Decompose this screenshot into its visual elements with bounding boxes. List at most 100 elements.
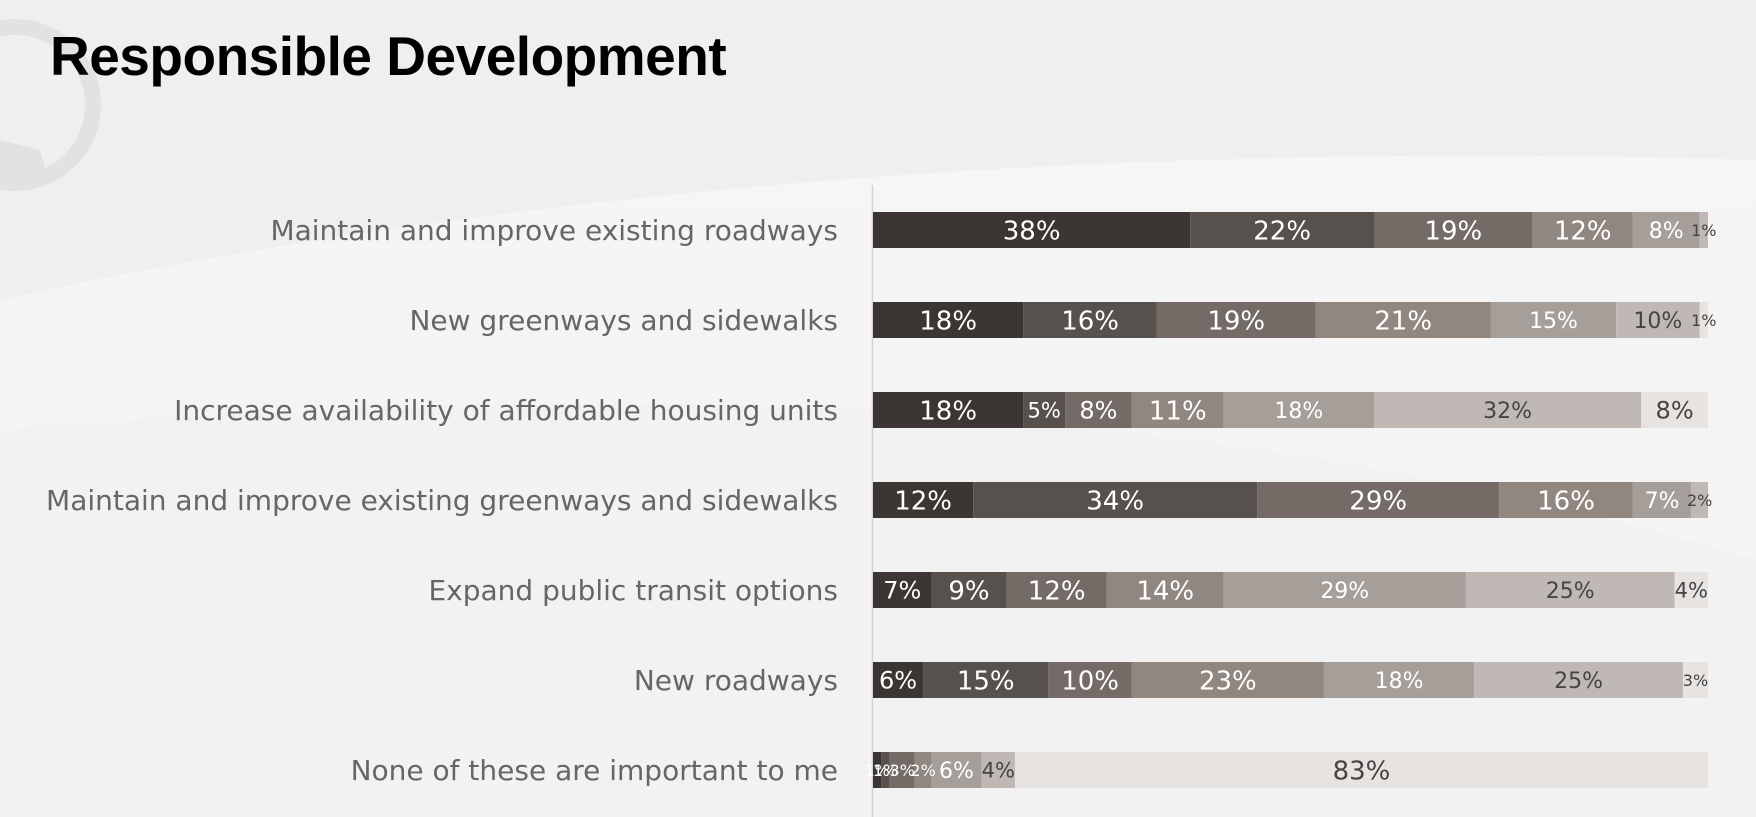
data-label: 4% xyxy=(982,759,1015,783)
data-label: 11% xyxy=(1149,396,1207,426)
data-label: 15% xyxy=(957,666,1015,696)
bar-segment xyxy=(889,752,915,788)
page-title: Responsible Development xyxy=(50,25,727,87)
bar-segment xyxy=(1156,302,1316,338)
bar-segment xyxy=(1699,212,1708,248)
data-label: 10% xyxy=(1633,309,1682,334)
data-label: 23% xyxy=(1199,666,1257,696)
bar-segment xyxy=(1490,302,1617,338)
bar-segment xyxy=(1131,662,1324,698)
data-label: 1% xyxy=(1691,221,1716,240)
bar-segment xyxy=(873,572,932,608)
data-label: 32% xyxy=(1483,399,1532,424)
data-label: 34% xyxy=(1086,486,1144,516)
bar-segment xyxy=(873,662,924,698)
bar-segment xyxy=(1674,572,1708,608)
bar-segment xyxy=(1023,302,1157,338)
category-label: None of these are important to me xyxy=(351,754,838,787)
bar-segment xyxy=(873,302,1024,338)
data-label: 10% xyxy=(1061,666,1119,696)
data-label: 22% xyxy=(1253,216,1311,246)
bar-segment xyxy=(1323,662,1475,698)
data-label: 18% xyxy=(1375,669,1424,694)
bar-segment xyxy=(1682,662,1708,698)
data-label: 29% xyxy=(1349,486,1407,516)
bar-segment xyxy=(923,662,1049,698)
data-label: 16% xyxy=(1537,486,1595,516)
bar-segment xyxy=(1465,572,1675,608)
bar-segment xyxy=(1014,752,1708,788)
data-label: 3% xyxy=(1683,671,1708,690)
data-label: 19% xyxy=(1207,306,1265,336)
data-label: 18% xyxy=(919,396,977,426)
bar-segment xyxy=(873,392,1024,428)
bar-segment xyxy=(1223,572,1466,608)
data-label: 14% xyxy=(1136,576,1194,606)
bar-segment xyxy=(1641,392,1708,428)
category-label: New greenways and sidewalks xyxy=(409,304,838,337)
data-label: 21% xyxy=(1374,306,1432,336)
bar-segment xyxy=(1190,212,1374,248)
data-label: 18% xyxy=(1274,399,1323,424)
bar-segment xyxy=(1065,392,1132,428)
data-label: 25% xyxy=(1546,579,1595,604)
data-label: 16% xyxy=(1061,306,1119,336)
data-label: 7% xyxy=(1645,489,1680,514)
data-label: 6% xyxy=(879,667,917,695)
data-label: 4% xyxy=(1675,579,1708,603)
data-label: 8% xyxy=(1656,397,1694,425)
data-label: 38% xyxy=(1003,216,1061,246)
bar-segment xyxy=(1632,212,1700,248)
category-label: Maintain and improve existing greenways … xyxy=(46,484,838,517)
data-label: 83% xyxy=(1333,756,1391,786)
category-label: Expand public transit options xyxy=(428,574,838,607)
bar-segment xyxy=(873,482,974,518)
data-label: 29% xyxy=(1320,579,1369,604)
bar-segment xyxy=(1616,302,1700,338)
data-label: 1% xyxy=(1691,311,1716,330)
bar-segment xyxy=(1048,662,1132,698)
data-label: 12% xyxy=(1028,576,1086,606)
data-label: 9% xyxy=(948,576,989,606)
data-label: 12% xyxy=(894,486,952,516)
data-label: 12% xyxy=(1554,216,1612,246)
data-label: 18% xyxy=(919,306,977,336)
data-label: 2% xyxy=(1687,491,1712,510)
bar-segment xyxy=(1131,392,1224,428)
bar-segment xyxy=(1257,482,1500,518)
category-label: Maintain and improve existing roadways xyxy=(270,214,838,247)
data-label: 19% xyxy=(1424,216,1482,246)
bar-segment xyxy=(1699,302,1708,338)
category-label: New roadways xyxy=(634,664,838,697)
bar-segment xyxy=(1691,482,1708,518)
bar-segment xyxy=(1315,302,1491,338)
bar-segment xyxy=(931,572,1007,608)
data-label: 3% xyxy=(890,761,915,780)
bar-segment xyxy=(873,212,1191,248)
bar-segment xyxy=(931,752,982,788)
data-label: 7% xyxy=(883,577,921,605)
bar-segment xyxy=(1474,662,1683,698)
bar-segment xyxy=(1023,392,1066,428)
data-label: 2% xyxy=(910,761,935,780)
data-label: 15% xyxy=(1529,309,1578,334)
bar-segment xyxy=(1532,212,1633,248)
data-label: 25% xyxy=(1554,669,1603,694)
data-label: 5% xyxy=(1028,399,1061,423)
bar-segment xyxy=(1006,572,1107,608)
bar-segment xyxy=(1499,482,1633,518)
category-label: Increase availability of affordable hous… xyxy=(174,394,838,427)
bar-segment xyxy=(873,752,882,788)
bar-segment xyxy=(981,752,1015,788)
data-label: 8% xyxy=(1649,219,1684,244)
bar-segment xyxy=(1374,212,1533,248)
data-label: 1% xyxy=(864,761,889,780)
bar-segment xyxy=(881,752,890,788)
data-label: 1% xyxy=(873,761,898,780)
bar-segment xyxy=(1223,392,1374,428)
bar-segment xyxy=(973,482,1258,518)
data-label: 6% xyxy=(939,759,974,784)
bar-segment xyxy=(1374,392,1642,428)
bar-segment xyxy=(914,752,932,788)
